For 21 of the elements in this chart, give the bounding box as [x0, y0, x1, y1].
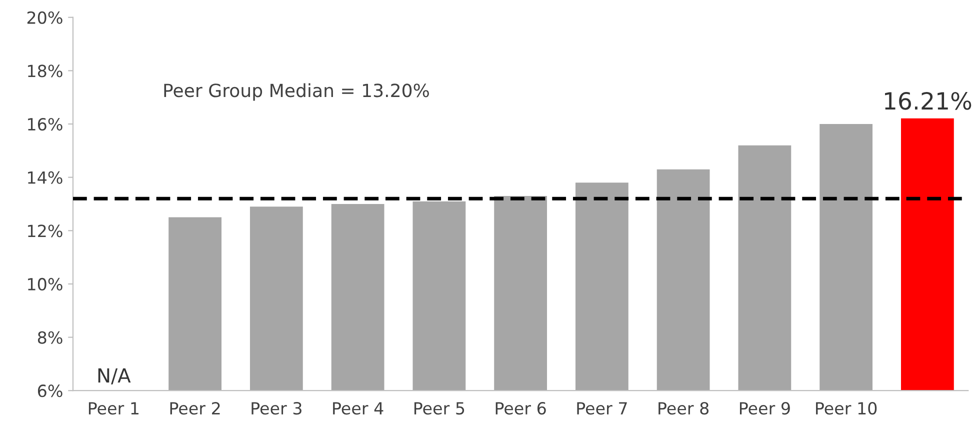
data-label: 16.21% — [885, 92, 972, 110]
y-tick-label: 18% — [28, 64, 62, 78]
x-tick-label: Peer 1 — [88, 402, 138, 415]
x-tick-label: Peer 2 — [170, 402, 220, 415]
x-tick-label: Peer 6 — [496, 402, 546, 415]
y-tick-label: 8% — [38, 331, 62, 344]
x-tick-label: Peer 3 — [252, 402, 302, 415]
y-tick-label: 6% — [38, 384, 62, 398]
y-tick-label: 20% — [27, 11, 62, 24]
y-tick-label: 14% — [28, 171, 62, 184]
y-tick-label: 10% — [28, 278, 62, 291]
x-tick-label: Peer 5 — [414, 402, 464, 415]
x-tick-label: Peer 10 — [816, 402, 877, 415]
y-tick-label: 12% — [28, 224, 62, 238]
x-tick-label: Peer 4 — [333, 402, 384, 415]
x-tick-label: Peer 7 — [577, 402, 627, 415]
x-tick-label: Peer 9 — [740, 402, 790, 415]
annotation: Peer Group Median = 13.20% — [164, 83, 429, 101]
y-tick-label: 16% — [28, 118, 62, 131]
x-tick-label: Peer 8 — [658, 402, 709, 415]
text: N/A — [98, 368, 131, 384]
